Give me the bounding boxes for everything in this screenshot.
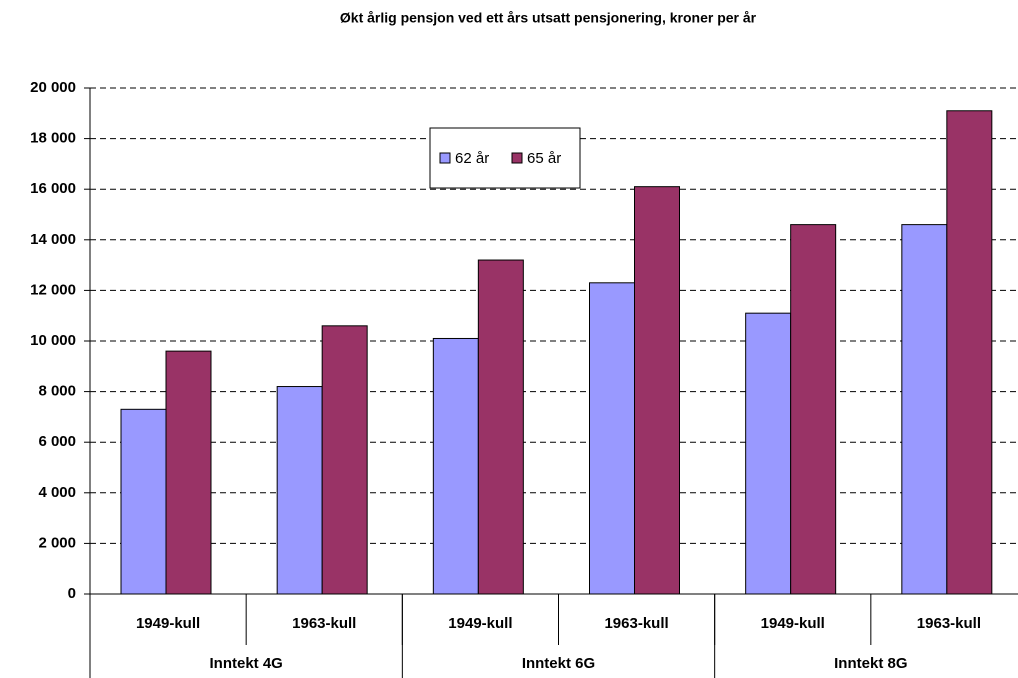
bar [745,312,792,595]
chart-title: Økt årlig pensjon ved ett års utsatt pen… [340,10,757,26]
bar [634,186,680,595]
legend-swatch [439,152,451,164]
bar [165,350,212,595]
x-tick-label: 1963-kull [917,615,981,632]
y-tick-label: 2 000 [38,534,76,551]
bar [790,224,837,595]
y-tick-label: 20 000 [30,79,76,96]
y-tick-label: 8 000 [38,383,76,400]
bar [321,325,368,595]
y-tick-label: 6 000 [38,433,76,450]
legend-label: 62 år [455,150,489,167]
group-label: Inntekt 8G [834,655,907,672]
bar [432,337,479,595]
y-tick-label: 16 000 [30,180,76,197]
x-tick-label: 1963-kull [292,615,356,632]
bar [946,110,993,595]
x-tick-label: 1949-kull [448,615,512,632]
group-label: Inntekt 6G [522,655,595,672]
legend-box [429,127,581,189]
x-tick-label: 1949-kull [136,615,200,632]
y-tick-label: 0 [68,585,76,602]
bar [276,386,323,595]
bar [589,282,635,595]
y-tick-label: 10 000 [30,332,76,349]
y-tick-label: 14 000 [30,231,76,248]
group-label: Inntekt 4G [209,655,282,672]
x-tick-label: 1963-kull [604,615,668,632]
bar [120,408,167,595]
y-tick-label: 4 000 [38,484,76,501]
bar [477,259,524,595]
bar [901,224,948,595]
y-tick-label: 18 000 [30,130,76,147]
legend-swatch [511,152,523,164]
legend-label: 65 år [527,150,561,167]
y-tick-label: 12 000 [30,281,76,298]
x-tick-label: 1949-kull [761,615,825,632]
